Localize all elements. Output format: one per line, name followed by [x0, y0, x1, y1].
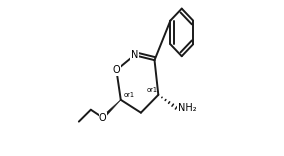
Text: or1: or1 [146, 87, 157, 93]
Polygon shape [102, 100, 121, 119]
Text: N: N [131, 50, 138, 60]
Text: O: O [112, 65, 120, 75]
Text: or1: or1 [124, 92, 135, 98]
Text: NH₂: NH₂ [178, 103, 197, 113]
Text: O: O [99, 113, 106, 123]
